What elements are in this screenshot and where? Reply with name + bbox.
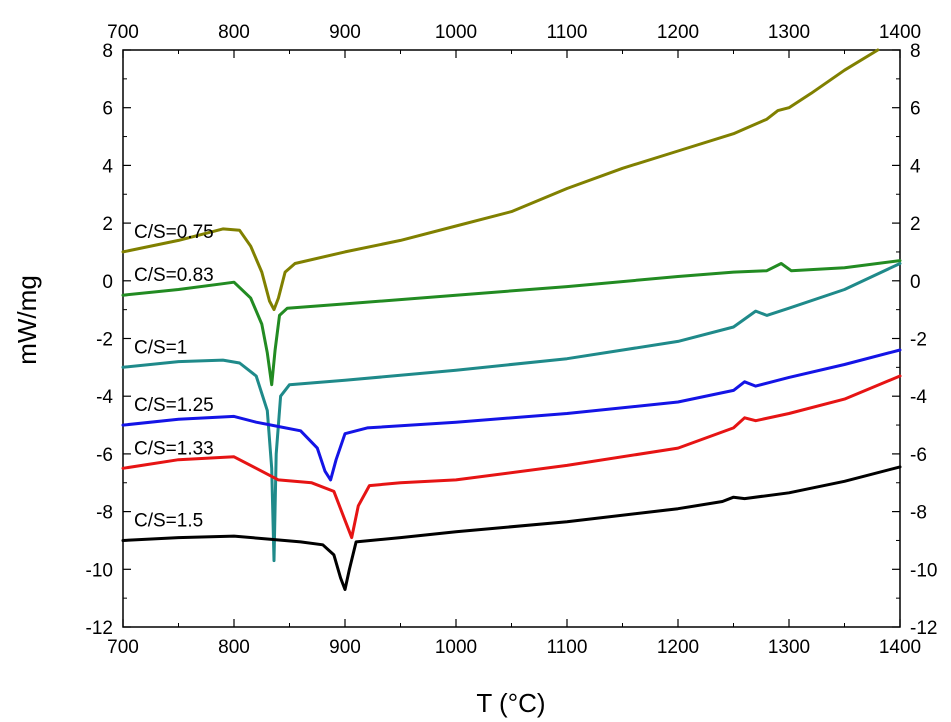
y-tick-label-right: 8: [910, 41, 921, 62]
x-tick-label-bottom: 1000: [435, 637, 477, 658]
y-tick-label-left: -4: [96, 387, 113, 408]
y-tick-label-right: -8: [910, 503, 927, 524]
series-label: C/S=0.75: [134, 222, 214, 243]
x-tick-label-bottom: 700: [107, 637, 139, 658]
series-labels: C/S=0.75 C/S=0.83 C/S=1 C/S=1.25 C/S=1.33 C/S…: [134, 222, 214, 532]
y-tick-label-right: -2: [910, 330, 927, 351]
axes-group: 7007008008009009001000100011001100120012…: [86, 22, 938, 658]
y-tick-label-right: -10: [910, 560, 937, 581]
y-tick-label-left: 0: [102, 272, 113, 293]
y-tick-label-left: 6: [102, 99, 113, 120]
series-label: C/S=1: [134, 337, 187, 358]
y-tick-label-left: -8: [96, 503, 113, 524]
series-label: C/S=1.25: [134, 395, 214, 416]
y-tick-label-right: 6: [910, 99, 921, 120]
x-tick-label-bottom: 900: [329, 637, 361, 658]
series-line: [121, 465, 902, 591]
series-line: [121, 259, 902, 387]
y-tick-label-right: -12: [910, 618, 937, 639]
y-tick-label-right: -6: [910, 445, 927, 466]
x-tick-label-top: 900: [329, 22, 361, 43]
x-tick-label-top: 1300: [768, 22, 810, 43]
series-label: C/S=1.33: [134, 438, 214, 459]
series-line: [121, 48, 880, 312]
x-axis-title: T (°C): [476, 688, 545, 718]
x-tick-label-top: 700: [107, 22, 139, 43]
series-group: [121, 48, 902, 591]
y-tick-label-left: 2: [102, 214, 113, 235]
x-tick-label-top: 1200: [657, 22, 699, 43]
y-tick-label-left: -2: [96, 330, 113, 351]
y-axis-title: mW/mg: [12, 275, 42, 365]
y-tick-label-right: -4: [910, 387, 927, 408]
x-tick-label-top: 1400: [879, 22, 921, 43]
x-tick-label-bottom: 800: [218, 637, 250, 658]
x-tick-label-top: 800: [218, 22, 250, 43]
x-tick-label-top: 1000: [435, 22, 477, 43]
y-tick-label-left: -10: [86, 560, 113, 581]
series-line: [121, 348, 902, 482]
y-tick-label-left: -6: [96, 445, 113, 466]
series-label: C/S=0.83: [134, 265, 214, 286]
series-label: C/S=1.5: [134, 510, 203, 531]
y-tick-label-right: 0: [910, 272, 921, 293]
y-tick-label-left: -12: [86, 618, 113, 639]
series-line: [121, 262, 902, 563]
x-tick-label-top: 1100: [547, 22, 588, 43]
y-tick-label-right: 2: [910, 214, 921, 235]
series-line: [121, 374, 902, 540]
x-tick-label-bottom: 1100: [547, 637, 588, 658]
y-tick-label-left: 8: [102, 41, 113, 62]
x-tick-label-bottom: 1300: [768, 637, 810, 658]
y-tick-label-right: 4: [910, 156, 921, 177]
plot-frame: [122, 49, 901, 628]
x-tick-label-bottom: 1400: [879, 637, 921, 658]
x-tick-label-bottom: 1200: [657, 637, 699, 658]
y-tick-label-left: 4: [102, 156, 113, 177]
